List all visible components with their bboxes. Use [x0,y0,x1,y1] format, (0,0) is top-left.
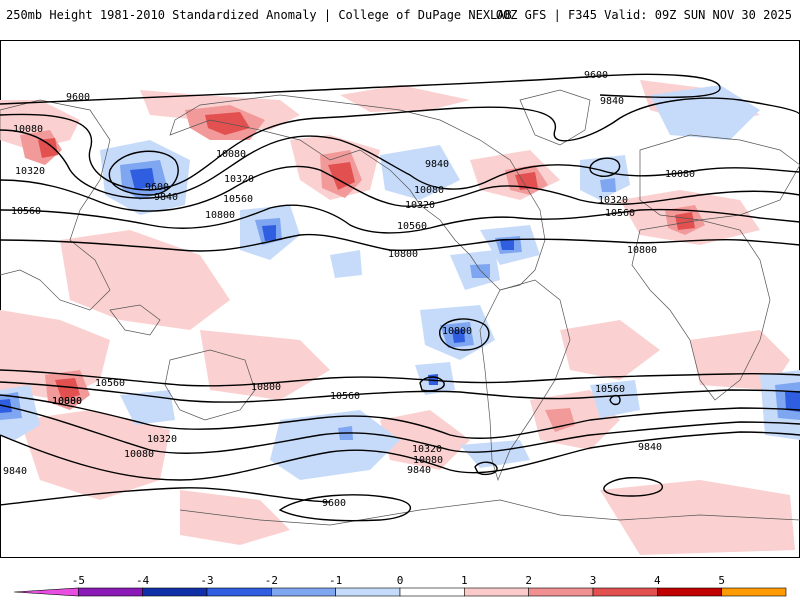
contour-labels: 9600 9600 9600 9600 9840 9840 9840 9840 … [3,70,695,509]
contour-label: 9840 [407,465,431,476]
contour-10080-south [0,404,800,454]
legend-tick-label: -4 [136,574,150,587]
contour-label: 10800 [627,245,657,256]
contour-label: 10080 [13,124,43,135]
contour-label: 10080 [413,455,443,466]
contour-label: 10560 [95,378,125,389]
contour-label: 10080 [124,449,154,460]
legend-tick-label: 0 [397,574,404,587]
contour-label: 10800 [442,326,472,337]
legend-swatch [592,587,658,597]
map-title: 250mb Height 1981-2010 Standardized Anom… [6,8,512,22]
legend-swatch [335,587,401,597]
contour-label: 10320 [147,434,177,445]
color-scale-legend: -5 -4 -3 -2 -1 0 1 2 3 4 5 [13,574,787,597]
contour-label: 10080 [216,149,246,160]
contour-label: 10320 [224,174,254,185]
legend-swatch [528,587,594,597]
legend-tick-label: 3 [590,574,597,587]
indonesia-coast [109,304,161,336]
anomaly-map: 9600 9600 9600 9600 9840 9840 9840 9840 … [0,40,800,558]
legend-swatch [464,587,529,597]
contour-label: 10080 [414,185,444,196]
legend-tick-label: 1 [461,574,468,587]
contour-label: 10320 [15,166,45,177]
contour-9600-ring-a [474,461,498,476]
contour-9840-ring [589,157,621,177]
contour-10320-mid [0,165,800,212]
contour-10560-mid [0,204,800,234]
contour-labels-extra: 10800 [52,396,82,407]
height-contours [0,73,800,522]
contour-10560-south [0,381,800,403]
legend-tick-label: -5 [72,574,85,587]
contour-label: 9840 [425,159,449,170]
contour-label: 10320 [598,195,628,206]
contour-9840-far-south [0,487,331,506]
contour-label: 10800 [205,210,235,221]
legend-swatch [206,587,272,597]
legend-tick-label: -3 [200,574,213,587]
legend-tick-label: 2 [525,574,532,587]
legend-tick-label: 5 [718,574,725,587]
contour-9600-north [0,73,721,105]
contour-label: 9600 [145,182,169,193]
legend-swatch [399,587,465,597]
legend-tick-label: -1 [329,574,342,587]
contour-10800-north [0,233,800,252]
contour-label: 10560 [223,194,253,205]
legend-swatch [657,587,722,597]
north-america-coast [169,94,546,291]
contour-10320-south [0,394,800,439]
contour-label: 10800 [388,249,418,260]
asia-coast [0,99,111,311]
contour-10560-ring-sw [419,376,445,392]
contour-9840-south [0,431,800,481]
contour-10560-ring-ne [609,394,621,406]
contour-label: 9840 [638,442,662,453]
contour-label: 10320 [405,200,435,211]
legend-tick-label: -2 [265,574,278,587]
legend-swatch [721,587,787,597]
south-america-coast [479,279,571,482]
contour-label: 9600 [66,92,90,103]
contour-9600-low [108,150,179,196]
legend-swatch [271,587,336,597]
contour-10800-south [0,369,800,387]
contour-9840-north [0,97,800,191]
legend-tick-labels: -5 -4 -3 -2 -1 0 1 2 3 4 5 [72,574,725,587]
contour-10800-ring [439,318,490,351]
contour-9600-ring-b [603,477,663,497]
contour-10080-mid [0,129,800,199]
legend-color-bar [13,587,787,597]
contour-label: 10320 [412,444,442,455]
antarctica-coast [179,499,800,526]
contour-label: 10560 [397,221,427,232]
legend-swatch [142,587,208,597]
contour-label: 10800 [251,382,281,393]
contour-label: 10560 [11,206,41,217]
contour-9600-south [278,494,412,522]
contour-label: 10080 [665,169,695,180]
contour-label: 10080 [52,396,82,407]
contour-label: 10560 [605,208,635,219]
australia-coast [164,349,256,421]
greenland-coast [519,89,591,146]
contour-label: 10560 [595,384,625,395]
contour-label: 9840 [600,96,624,107]
header: 250mb Height 1981-2010 Standardized Anom… [0,0,800,40]
model-run-info: 00Z GFS | F345 Valid: 09Z SUN NOV 30 202… [495,8,792,22]
legend-swatch [13,587,79,597]
contour-label: 10800 [52,396,82,407]
contour-label: 9600 [584,70,608,81]
negative-anomaly-strong [0,168,800,413]
contour-label: 10560 [330,391,360,402]
contour-label: 9600 [322,498,346,509]
coastlines [0,89,800,526]
contour-label: 9840 [3,466,27,477]
contour-label: 9840 [154,192,178,203]
legend-swatch [78,587,143,597]
legend-tick-label: 4 [654,574,661,587]
